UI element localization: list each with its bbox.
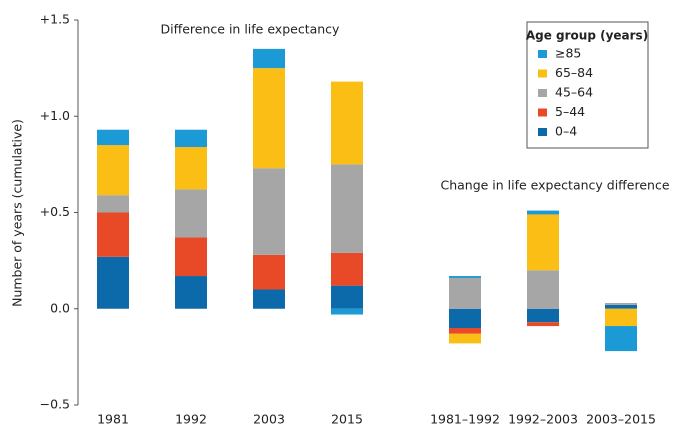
y-tick-label: 0.0 [50, 300, 70, 315]
x-tick-label: 2003–2015 [586, 412, 656, 427]
bar-segment [331, 308, 363, 315]
bar-segment [449, 328, 481, 334]
bar-segment [175, 276, 207, 309]
y-axis-label: Number of years (cumulative) [10, 119, 25, 307]
bar-segment [253, 289, 285, 309]
legend-label: 0–4 [555, 124, 577, 139]
x-tick-label: 1981 [97, 412, 129, 427]
bar-segment [97, 145, 129, 196]
bar-segment [253, 48, 285, 69]
legend-swatch [538, 89, 547, 97]
y-tick-label: +1.0 [40, 108, 70, 123]
y-tick-label: +0.5 [40, 204, 70, 219]
bar-segment [605, 304, 637, 309]
bar-segment [253, 68, 285, 169]
bar-segment [331, 252, 363, 286]
bar-segment [449, 308, 481, 328]
legend-title: Age group (years) [526, 29, 648, 43]
bar-segment [527, 210, 559, 215]
bar-segment [605, 308, 637, 327]
bar-segment [449, 277, 481, 309]
legend-label: ≥85 [555, 46, 581, 61]
bar-segment [175, 189, 207, 238]
bar-segment [253, 254, 285, 290]
bar-segment [253, 168, 285, 255]
legend-label: 45–64 [555, 85, 593, 100]
bar-segment [97, 256, 129, 309]
x-tick-label: 1992 [175, 412, 207, 427]
bar-segment [527, 214, 559, 271]
y-tick-label: +1.5 [40, 12, 70, 27]
bar-segment [527, 322, 559, 327]
x-tick-label: 2003 [253, 412, 285, 427]
legend-swatch [538, 50, 547, 58]
legend-box [526, 21, 649, 149]
y-tick-label: −0.5 [40, 397, 70, 412]
x-tick-label: 1981–1992 [430, 412, 500, 427]
bar-segment [331, 81, 363, 165]
bar-segment [449, 276, 481, 278]
bar-segment [175, 147, 207, 190]
bar-segment [97, 212, 129, 257]
bar-segment [527, 308, 559, 323]
legend-label: 5–44 [555, 104, 585, 119]
bar-segment [97, 129, 129, 146]
legend-swatch [538, 108, 547, 117]
legend-swatch [538, 69, 547, 78]
legend-label: 65–84 [555, 65, 593, 80]
bar-segment [175, 237, 207, 277]
annotation: Change in life expectancy difference [440, 178, 669, 193]
bar-segment [449, 333, 481, 344]
x-tick-label: 2015 [331, 412, 363, 427]
bar-segment [605, 302, 637, 305]
bar-segment [331, 164, 363, 253]
bar-segment [527, 270, 559, 309]
bar-segment [605, 326, 637, 352]
bar-segment [175, 129, 207, 148]
bar-segment [331, 285, 363, 309]
x-tick-label: 1992–2003 [508, 412, 578, 427]
annotation: Difference in life expectancy [161, 22, 341, 37]
legend-swatch [538, 128, 547, 136]
bar-segment [97, 195, 129, 213]
